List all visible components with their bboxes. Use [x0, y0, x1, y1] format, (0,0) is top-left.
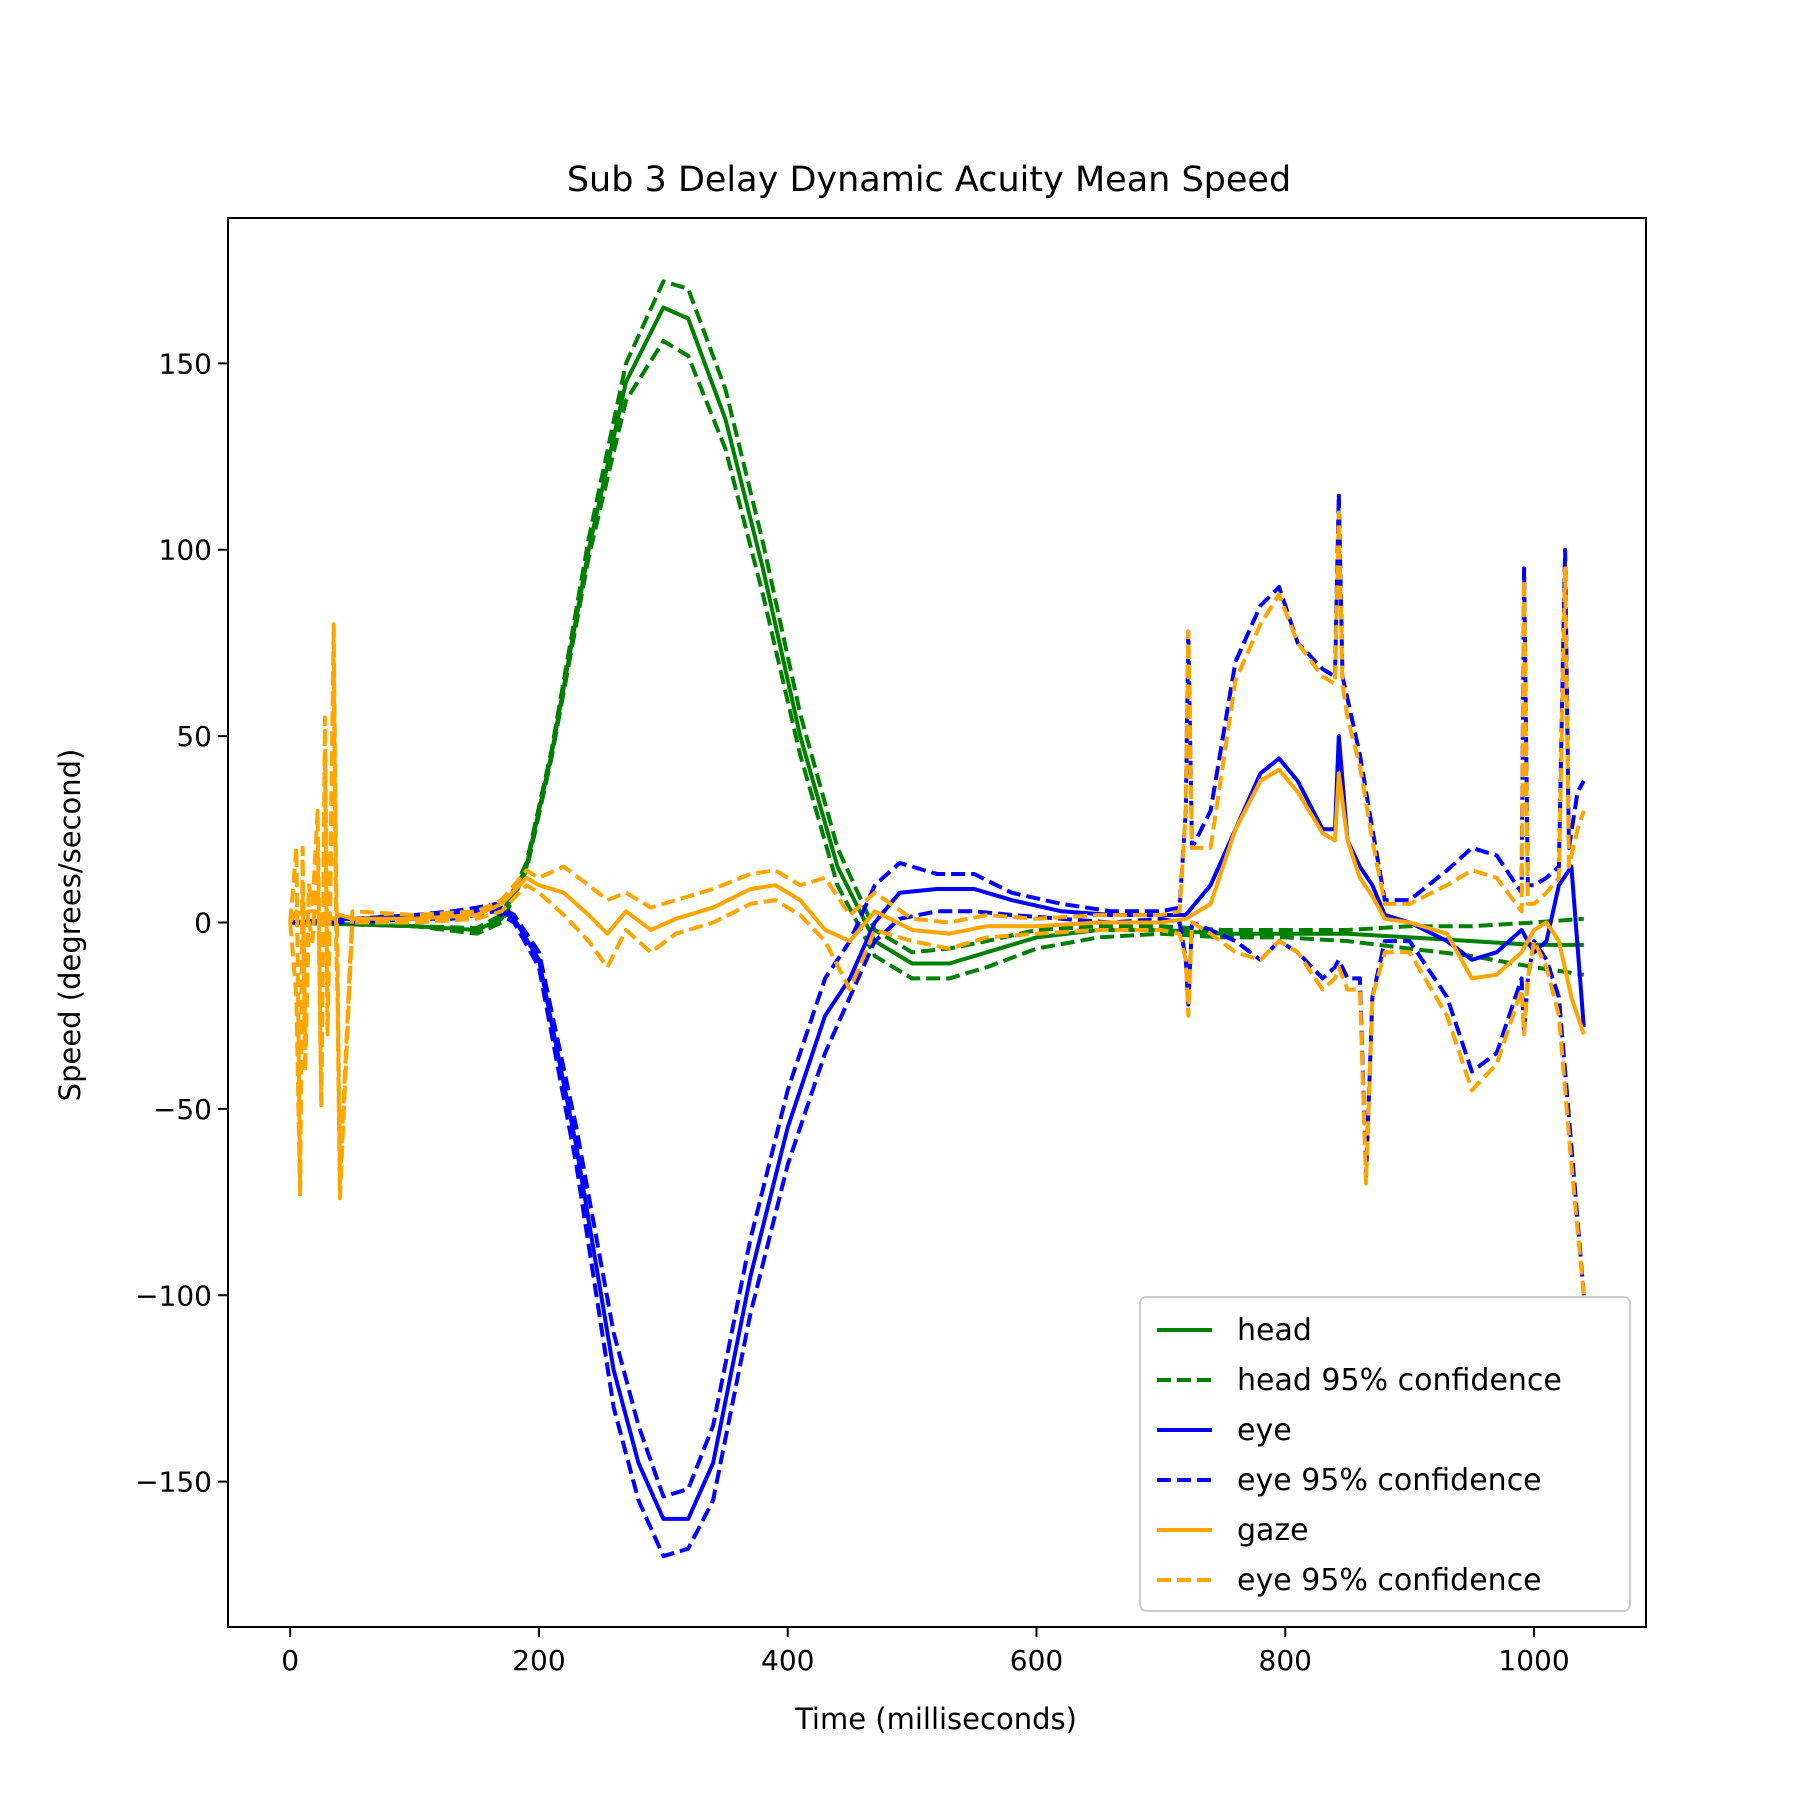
x-tick-label: 200: [512, 1644, 565, 1677]
y-tick-label: 0: [194, 907, 212, 940]
plot-area: [227, 217, 1647, 1628]
x-axis-label: Time (milliseconds): [794, 1702, 1077, 1736]
series-line-8: [288, 659, 1586, 1296]
legend-box: [1139, 1296, 1631, 1612]
x-tick-label: 400: [761, 1644, 814, 1677]
x-tick-label: 0: [281, 1644, 299, 1677]
x-tick-label: 800: [1259, 1644, 1312, 1677]
legend-label-5: eye 95% confidence: [1237, 1563, 1542, 1598]
series-line-6: [288, 767, 1586, 1035]
y-axis-label: Speed (degrees/second): [53, 749, 87, 1102]
y-tick-label: −100: [135, 1279, 212, 1312]
x-tick-label: 600: [1010, 1644, 1063, 1677]
y-axis: −150 −100 −50 0 50 100 150: [135, 347, 228, 1499]
legend-label-4: gaze: [1237, 1513, 1309, 1548]
x-axis: 0 200 400 600 800 1000: [281, 1627, 1570, 1677]
series-layer: [288, 279, 1586, 1559]
legend: head head 95% confidence eye eye 95% confid…: [1139, 1296, 1631, 1612]
series-line-7: [288, 510, 1586, 1186]
legend-label-2: eye: [1237, 1413, 1292, 1448]
legend-label-1: head 95% confidence: [1237, 1363, 1562, 1398]
y-tick-label: 100: [159, 534, 212, 567]
legend-label-0: head: [1237, 1313, 1312, 1348]
y-tick-label: 50: [176, 720, 212, 753]
legend-label-3: eye 95% confidence: [1237, 1463, 1542, 1498]
y-tick-label: 150: [159, 347, 212, 380]
series-line-3: [290, 734, 1586, 1521]
y-tick-label: −150: [135, 1466, 212, 1499]
chart-title: Sub 3 Delay Dynamic Acuity Mean Speed: [567, 160, 1291, 200]
legend-entries: head head 95% confidence eye eye 95% confid…: [1157, 1313, 1562, 1598]
y-tick-label: −50: [153, 1093, 212, 1126]
x-tick-label: 1000: [1498, 1644, 1569, 1677]
